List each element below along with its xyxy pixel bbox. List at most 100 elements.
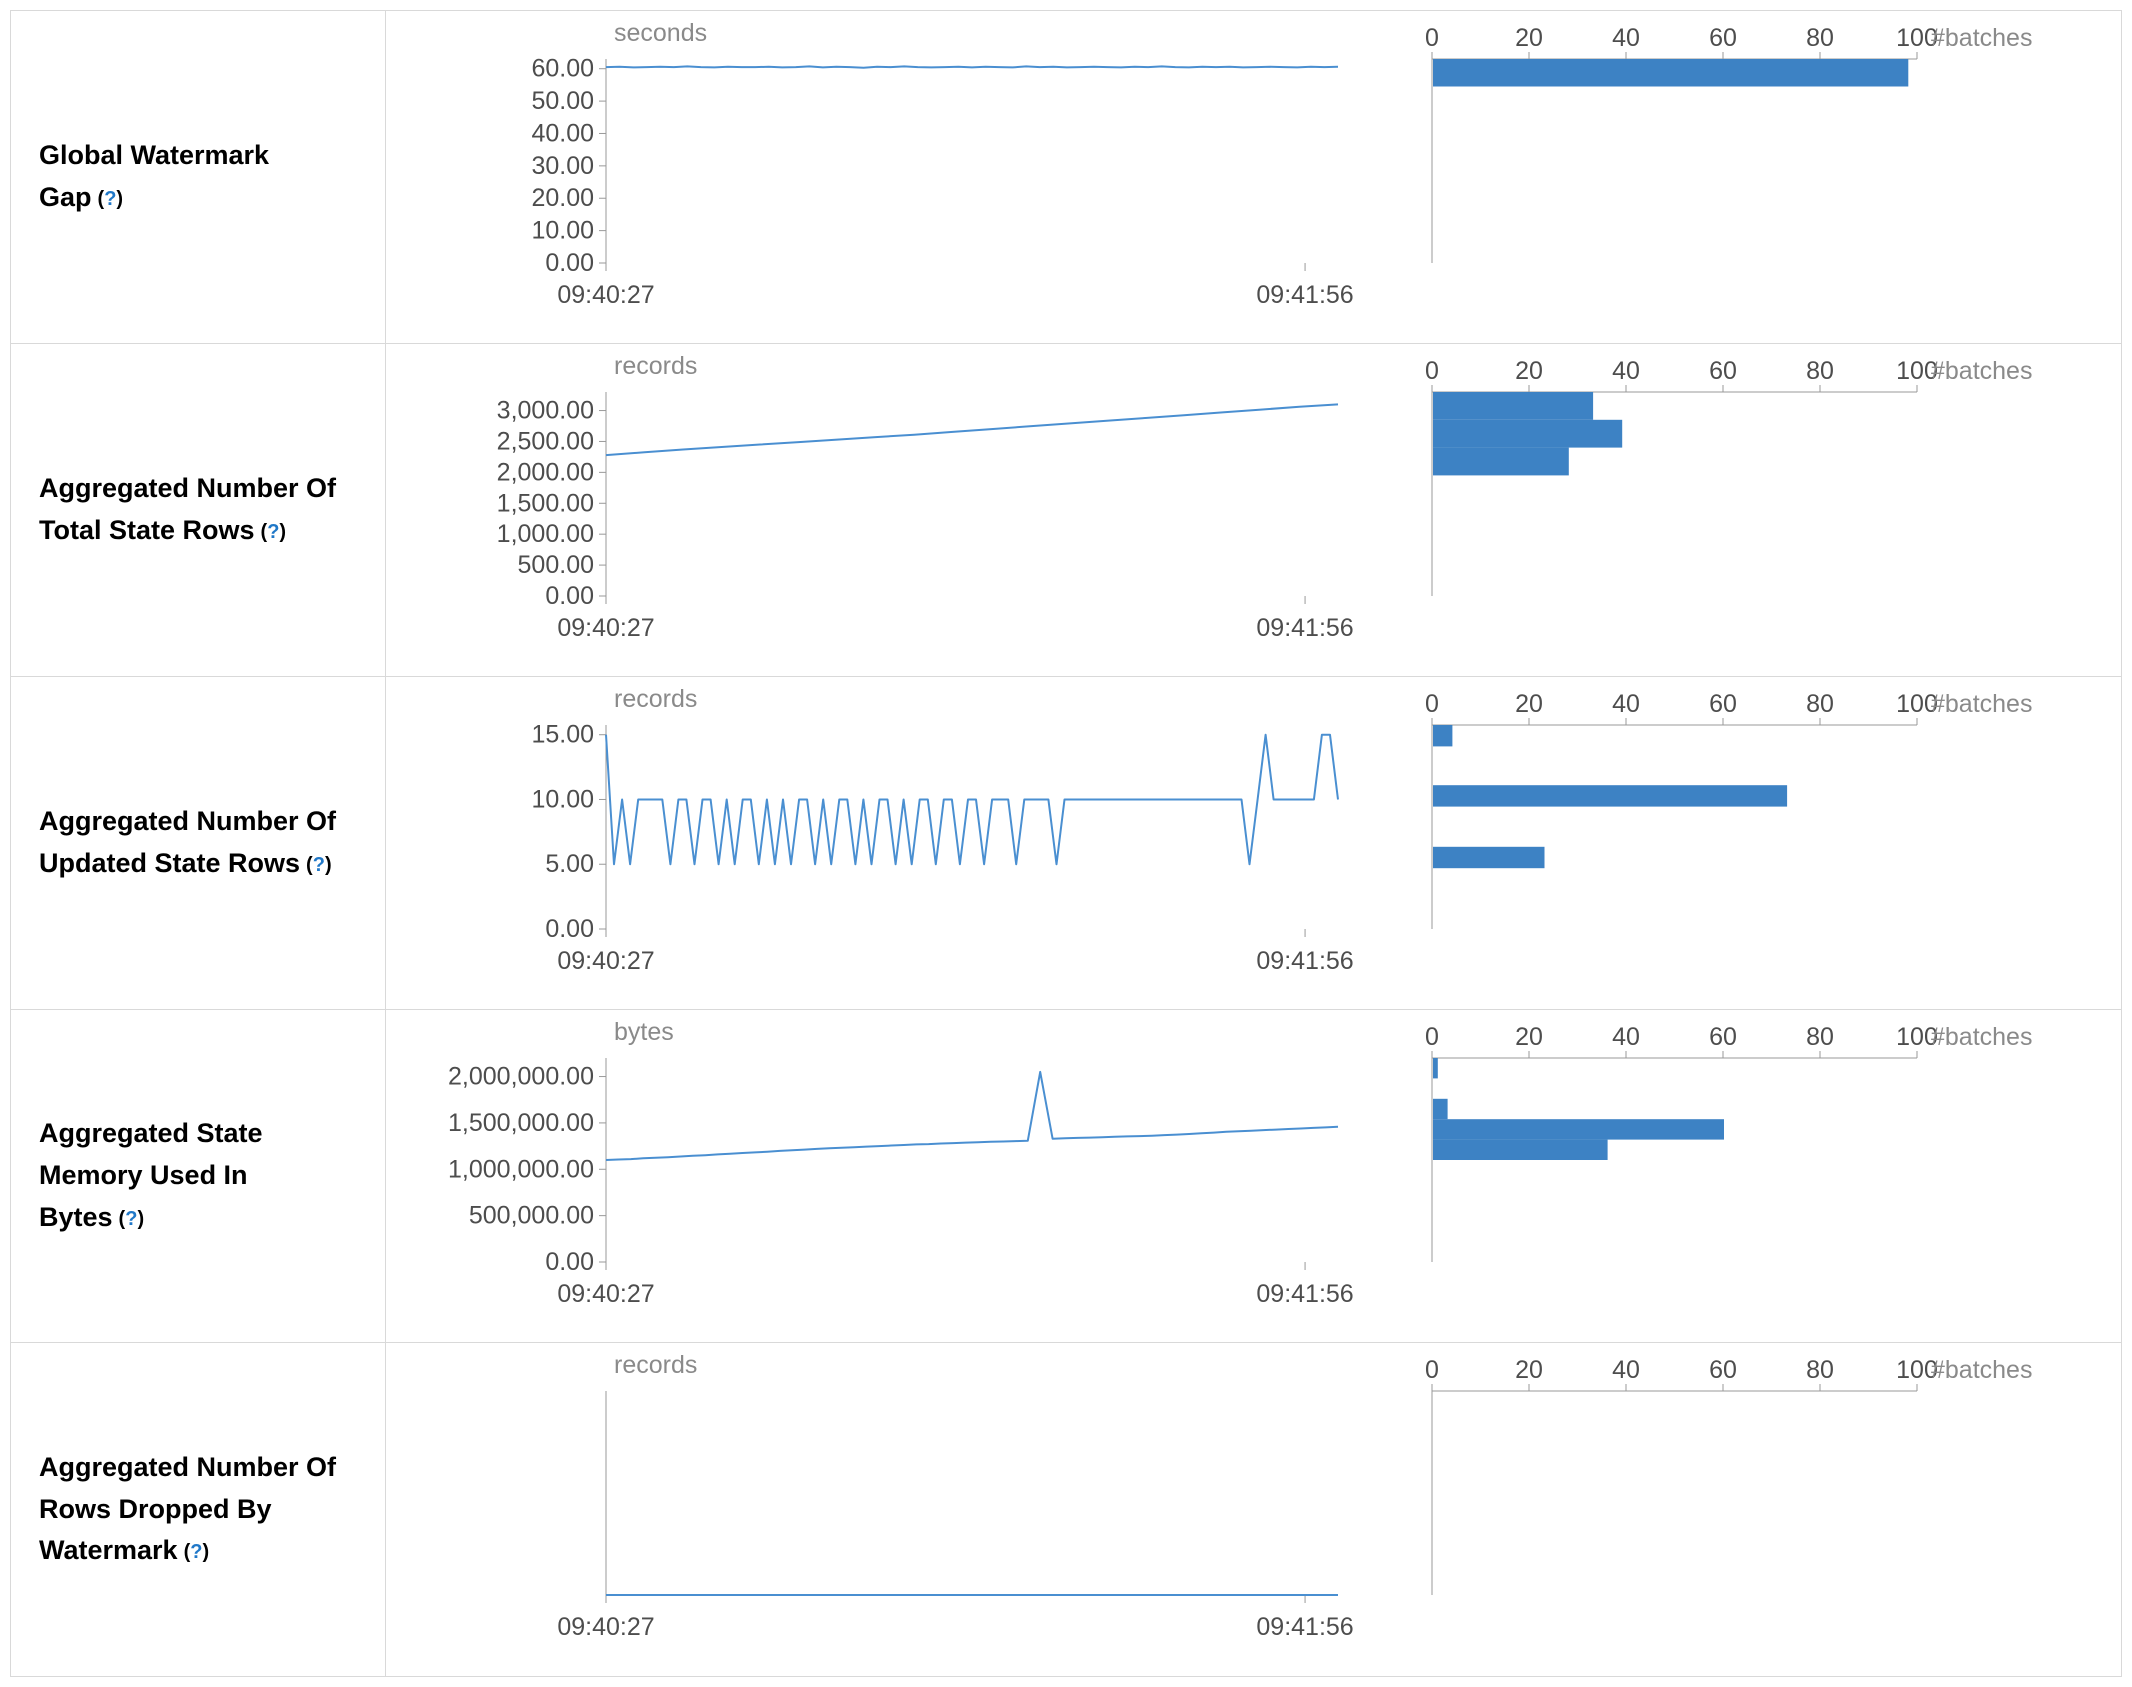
histogram-chart: 0 20 40 60 80 100#batches [1425,1356,2032,1595]
svg-text:09:41:56: 09:41:56 [1256,281,1353,309]
metric-label-cell: Aggregated State Memory Used In Bytes (?) [11,1010,386,1342]
timeline-cell: 3,000.00 2,500.00 2,000.00 1,500.00 1,000.00… [386,344,1392,676]
svg-text:60: 60 [1709,357,1737,385]
svg-text:records: records [614,685,697,713]
svg-text:500,000.00: 500,000.00 [469,1202,594,1230]
svg-text:80: 80 [1806,24,1834,52]
svg-text:09:41:56: 09:41:56 [1256,1613,1353,1641]
help-tooltip-link[interactable]: (?) [118,1207,145,1230]
metric-label-cell: Aggregated Number Of Total State Rows (?) [11,344,386,676]
svg-text:20: 20 [1515,1356,1543,1384]
help-tooltip-link[interactable]: (?) [260,521,287,543]
svg-text:2,500.00: 2,500.00 [497,427,594,455]
streaming-metrics-table: Global Watermark Gap (?) 60.00 50.00 40.00 3… [10,10,2122,1677]
svg-text:2,000.00: 2,000.00 [497,458,594,486]
svg-text:20.00: 20.00 [531,184,594,212]
histogram-chart: 0 20 40 60 80 100#batches [1425,1023,2032,1262]
svg-text:0: 0 [1425,357,1439,385]
metric-title: Aggregated State Memory Used In Bytes [39,1118,263,1232]
svg-text:09:40:27: 09:40:27 [557,947,654,975]
svg-text:80: 80 [1806,1023,1834,1051]
svg-text:2,000,000.00: 2,000,000.00 [448,1063,594,1091]
svg-text:0: 0 [1425,690,1439,718]
svg-text:50.00: 50.00 [531,87,594,115]
metric-row-rows-dropped-by-watermark: Aggregated Number Of Rows Dropped By Wat… [11,1343,2121,1676]
svg-text:20: 20 [1515,24,1543,52]
svg-text:#batches: #batches [1931,1023,2032,1051]
svg-text:records: records [614,1351,697,1379]
svg-text:bytes: bytes [614,1018,674,1046]
svg-text:15.00: 15.00 [531,721,594,749]
svg-text:60: 60 [1709,24,1737,52]
metric-title: Aggregated Number Of Updated State Rows [39,806,337,878]
timeline-chart: 3,000.002,500.00 2,000.00 1,500.00 1,000.00… [497,352,1354,642]
svg-text:60: 60 [1709,1356,1737,1384]
svg-text:0: 0 [1425,1023,1439,1051]
svg-text:20: 20 [1515,1023,1543,1051]
svg-text:20: 20 [1515,357,1543,385]
svg-text:500.00: 500.00 [518,551,594,579]
histogram-cell: 0 20 40 60 80 100 #batches [1392,677,2121,1009]
svg-text:#batches: #batches [1931,24,2032,52]
histogram-chart: 0 20 40 60 80 100#batches [1425,24,2032,263]
metric-title: Aggregated Number Of Rows Dropped By Wat… [39,1451,337,1566]
help-tooltip-link[interactable]: (?) [97,188,124,210]
svg-text:0.00: 0.00 [545,915,594,943]
timeline-cell: 2,000,000.00 1,500,000.00 1,000,000.00 500,… [386,1010,1392,1342]
help-tooltip-link[interactable]: (?) [306,854,332,876]
svg-text:40: 40 [1612,24,1640,52]
svg-text:0: 0 [1425,24,1439,52]
svg-text:40: 40 [1612,357,1640,385]
question-mark-icon: ? [312,854,325,876]
metric-title: Aggregated Number Of Total State Rows [39,473,337,545]
svg-text:records: records [614,352,697,380]
question-mark-icon: ? [190,1541,203,1564]
svg-text:1,000,000.00: 1,000,000.00 [448,1155,594,1183]
svg-text:0: 0 [1425,1356,1439,1384]
timeline-cell: 60.00 50.00 40.00 30.00 20.00 10.00 0.00 second… [386,11,1392,343]
svg-text:100: 100 [1896,24,1938,52]
metric-row-total-state-rows: Aggregated Number Of Total State Rows (?)… [11,344,2121,677]
timeline-cell: 15.00 10.00 5.00 0.00 records 09:40:27 09:41:5… [386,677,1392,1009]
histogram-chart: 0 20 40 60 80 100#batches [1425,690,2032,929]
svg-text:#batches: #batches [1931,690,2032,718]
svg-text:40: 40 [1612,690,1640,718]
svg-text:0.00: 0.00 [545,1248,594,1276]
svg-text:80: 80 [1806,690,1834,718]
question-mark-icon: ? [267,521,280,543]
svg-text:1,500.00: 1,500.00 [497,489,594,517]
svg-text:100: 100 [1896,1356,1938,1384]
svg-text:80: 80 [1806,1356,1834,1384]
svg-text:100: 100 [1896,690,1938,718]
svg-text:40: 40 [1612,1356,1640,1384]
svg-text:3,000.00: 3,000.00 [497,397,594,425]
svg-text:#batches: #batches [1931,1356,2032,1384]
svg-text:30.00: 30.00 [531,152,594,180]
histogram-cell: 0 20 40 60 80 100 #batches [1392,344,2121,676]
timeline-chart: 15.00 10.00 5.00 0.00 records 09:40:27 09:41:5… [531,685,1353,975]
svg-text:09:40:27: 09:40:27 [557,1613,654,1641]
svg-text:40.00: 40.00 [531,119,594,147]
svg-text:10.00: 10.00 [531,217,594,245]
svg-text:0.00: 0.00 [545,249,594,277]
histogram-cell: 0 20 40 60 80 100 #batches [1392,1343,2121,1676]
timeline-chart: records 09:40:27 09:41:56 [557,1351,1353,1641]
timeline-chart: 2,000,000.00 1,500,000.00 1,000,000.00 500,… [448,1018,1354,1308]
svg-text:60: 60 [1709,690,1737,718]
metric-label-cell: Global Watermark Gap (?) [11,11,386,343]
svg-text:#batches: #batches [1931,357,2032,385]
svg-text:09:40:27: 09:40:27 [557,281,654,309]
svg-text:09:41:56: 09:41:56 [1256,614,1353,642]
metric-row-updated-state-rows: Aggregated Number Of Updated State Rows(… [11,677,2121,1010]
help-tooltip-link[interactable]: (?) [183,1541,210,1564]
svg-text:40: 40 [1612,1023,1640,1051]
svg-text:09:41:56: 09:41:56 [1256,947,1353,975]
metric-row-global-watermark-gap: Global Watermark Gap (?) 60.00 50.00 40.00 3… [11,11,2121,344]
metric-label-cell: Aggregated Number Of Updated State Rows(… [11,677,386,1009]
svg-text:5.00: 5.00 [545,850,594,878]
svg-text:09:40:27: 09:40:27 [557,1280,654,1308]
question-mark-icon: ? [125,1207,138,1230]
svg-text:seconds: seconds [614,19,707,47]
svg-text:09:40:27: 09:40:27 [557,614,654,642]
svg-text:1,500,000.00: 1,500,000.00 [448,1109,594,1137]
